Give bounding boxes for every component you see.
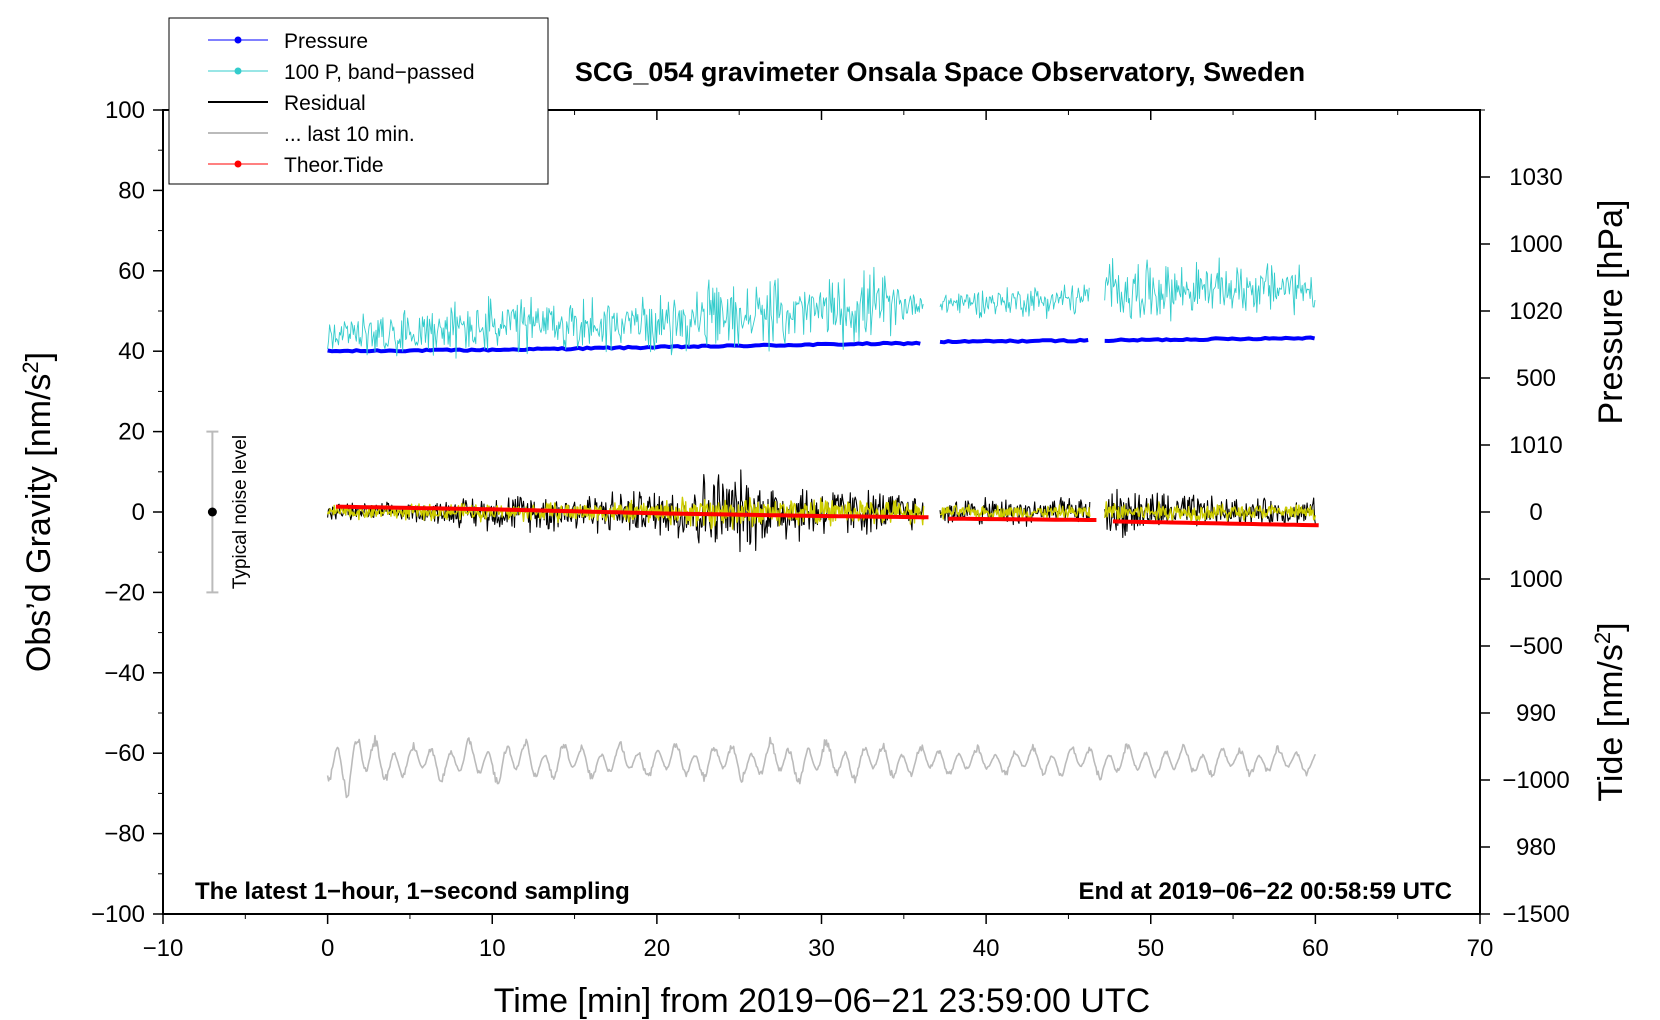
x-tick-label: 50: [1137, 935, 1164, 962]
noise-level-label: Typical noise level: [230, 435, 251, 589]
series-band-passed-line: [327, 266, 924, 359]
end-time-note: End at 2019−06−22 00:58:59 UTC: [1078, 878, 1452, 905]
pressure-tick-label: 1030: [1509, 164, 1562, 191]
noise-level-indicator: [206, 430, 219, 594]
tide-tick-label: 1000: [1509, 231, 1562, 258]
pressure-line: [939, 337, 1089, 345]
series-band-passed-line: [939, 284, 1090, 319]
pressure-tick-label: 980: [1516, 834, 1556, 861]
x-tick-label: 40: [973, 935, 1000, 962]
series-theor-tide: [335, 504, 1319, 528]
x-tick-label: 30: [808, 935, 835, 962]
x-tick-label: 70: [1467, 935, 1494, 962]
sampling-note: The latest 1−hour, 1−second sampling: [195, 878, 630, 905]
legend-item-pressure: Pressure: [208, 30, 368, 53]
series-band-passed: [327, 257, 1316, 359]
tide-tick-label: −1000: [1502, 767, 1569, 794]
tide-line: [335, 504, 929, 520]
legend-label: ... last 10 min.: [284, 123, 415, 146]
y-left-tick-label: 80: [118, 177, 145, 204]
y-left-tick-label: −40: [104, 660, 145, 687]
series-residual-smoothed-line: [939, 504, 1091, 520]
legend: Pressure 100 P, band−passed Residual ...…: [168, 17, 549, 185]
legend-marker: [234, 36, 242, 44]
noise-bar-center-dot: [207, 507, 217, 517]
tide-line: [1112, 519, 1319, 528]
y-axis-tide-label: Tide [nm/s2]: [1590, 622, 1630, 801]
y-left-tick-label: −60: [104, 740, 145, 767]
y-axis-tide: 1000 500 0 −500 −1000 −1500: [1480, 231, 1570, 928]
y-left-label-sup: 2: [18, 361, 43, 373]
y-axis-left-label: Obs’d Gravity [nm/s2]: [18, 352, 58, 672]
tide-tick-label: −500: [1509, 633, 1563, 660]
legend-label: Theor.Tide: [284, 154, 384, 177]
legend-marker: [234, 67, 242, 75]
series-residual-smoothed-line: [1104, 501, 1317, 523]
legend-marker: [234, 160, 242, 168]
series-pressure: [327, 335, 1316, 354]
y-left-tick-label: 100: [105, 97, 145, 124]
y-left-tick-label: 40: [118, 338, 145, 365]
y-left-tick-label: −20: [104, 579, 145, 606]
y-left-tick-label: 0: [132, 499, 145, 526]
tide-line: [948, 516, 1097, 522]
y-axis-pressure-label: Pressure [hPa]: [1592, 200, 1630, 425]
legend-item-theor-tide: Theor.Tide: [208, 154, 384, 177]
pressure-tick-label: 1010: [1509, 432, 1562, 459]
x-tick-label: 0: [321, 935, 334, 962]
series-layer: [326, 257, 1319, 799]
tide-tick-label: 500: [1516, 365, 1556, 392]
x-axis: −10 0 10 20 30 40 50 60 70: [143, 110, 1494, 962]
y-left-label-base: Obs’d Gravity [nm/s: [20, 374, 58, 673]
y-left-label-end: ]: [20, 352, 58, 361]
series-last-10-min: [326, 734, 1317, 799]
y-left-tick-label: −100: [91, 901, 145, 928]
tide-tick-label: 0: [1529, 499, 1542, 526]
series-residual-line: [327, 469, 925, 553]
y-left-tick-label: −80: [104, 821, 145, 848]
legend-label: 100 P, band−passed: [284, 61, 475, 84]
x-tick-label: 10: [479, 935, 506, 962]
x-tick-label: −10: [143, 935, 184, 962]
pressure-tick-label: 1000: [1509, 566, 1562, 593]
legend-label: Residual: [284, 92, 366, 115]
legend-item-residual: Residual: [208, 92, 366, 115]
tide-label-sup: 2: [1590, 632, 1615, 644]
series-last-10-min-line: [326, 734, 1317, 799]
y-left-tick-label: 60: [118, 258, 145, 285]
series-residual-smoothed-line: [326, 496, 925, 530]
tide-tick-label: −1500: [1502, 901, 1569, 928]
series-residual-smoothed: [326, 496, 1317, 530]
legend-item-band-passed: 100 P, band−passed: [208, 61, 475, 84]
legend-label: Pressure: [284, 30, 368, 53]
pressure-line: [1104, 335, 1316, 343]
chart-title: SCG_054 gravimeter Onsala Space Observat…: [575, 57, 1305, 87]
tide-label-end: ]: [1592, 622, 1630, 631]
x-tick-label: 20: [644, 935, 671, 962]
y-axis-left: 100 80 60 40 20 0 −20 −40 −60 −80 −100: [91, 97, 163, 928]
pressure-tick-label: 1020: [1509, 298, 1562, 325]
pressure-line: [327, 340, 921, 354]
tide-label-base: Tide [nm/s: [1592, 644, 1630, 801]
pressure-tick-label: 990: [1516, 700, 1556, 727]
x-axis-label: Time [min] from 2019−06−21 23:59:00 UTC: [494, 982, 1150, 1020]
series-band-passed-line: [1104, 257, 1316, 322]
legend-item-last-10-min: ... last 10 min.: [208, 123, 415, 146]
x-tick-label: 60: [1302, 935, 1329, 962]
y-left-tick-label: 20: [118, 419, 145, 446]
y-axis-pressure: 1030 1020 1010 1000 990 980: [1480, 109, 1563, 915]
